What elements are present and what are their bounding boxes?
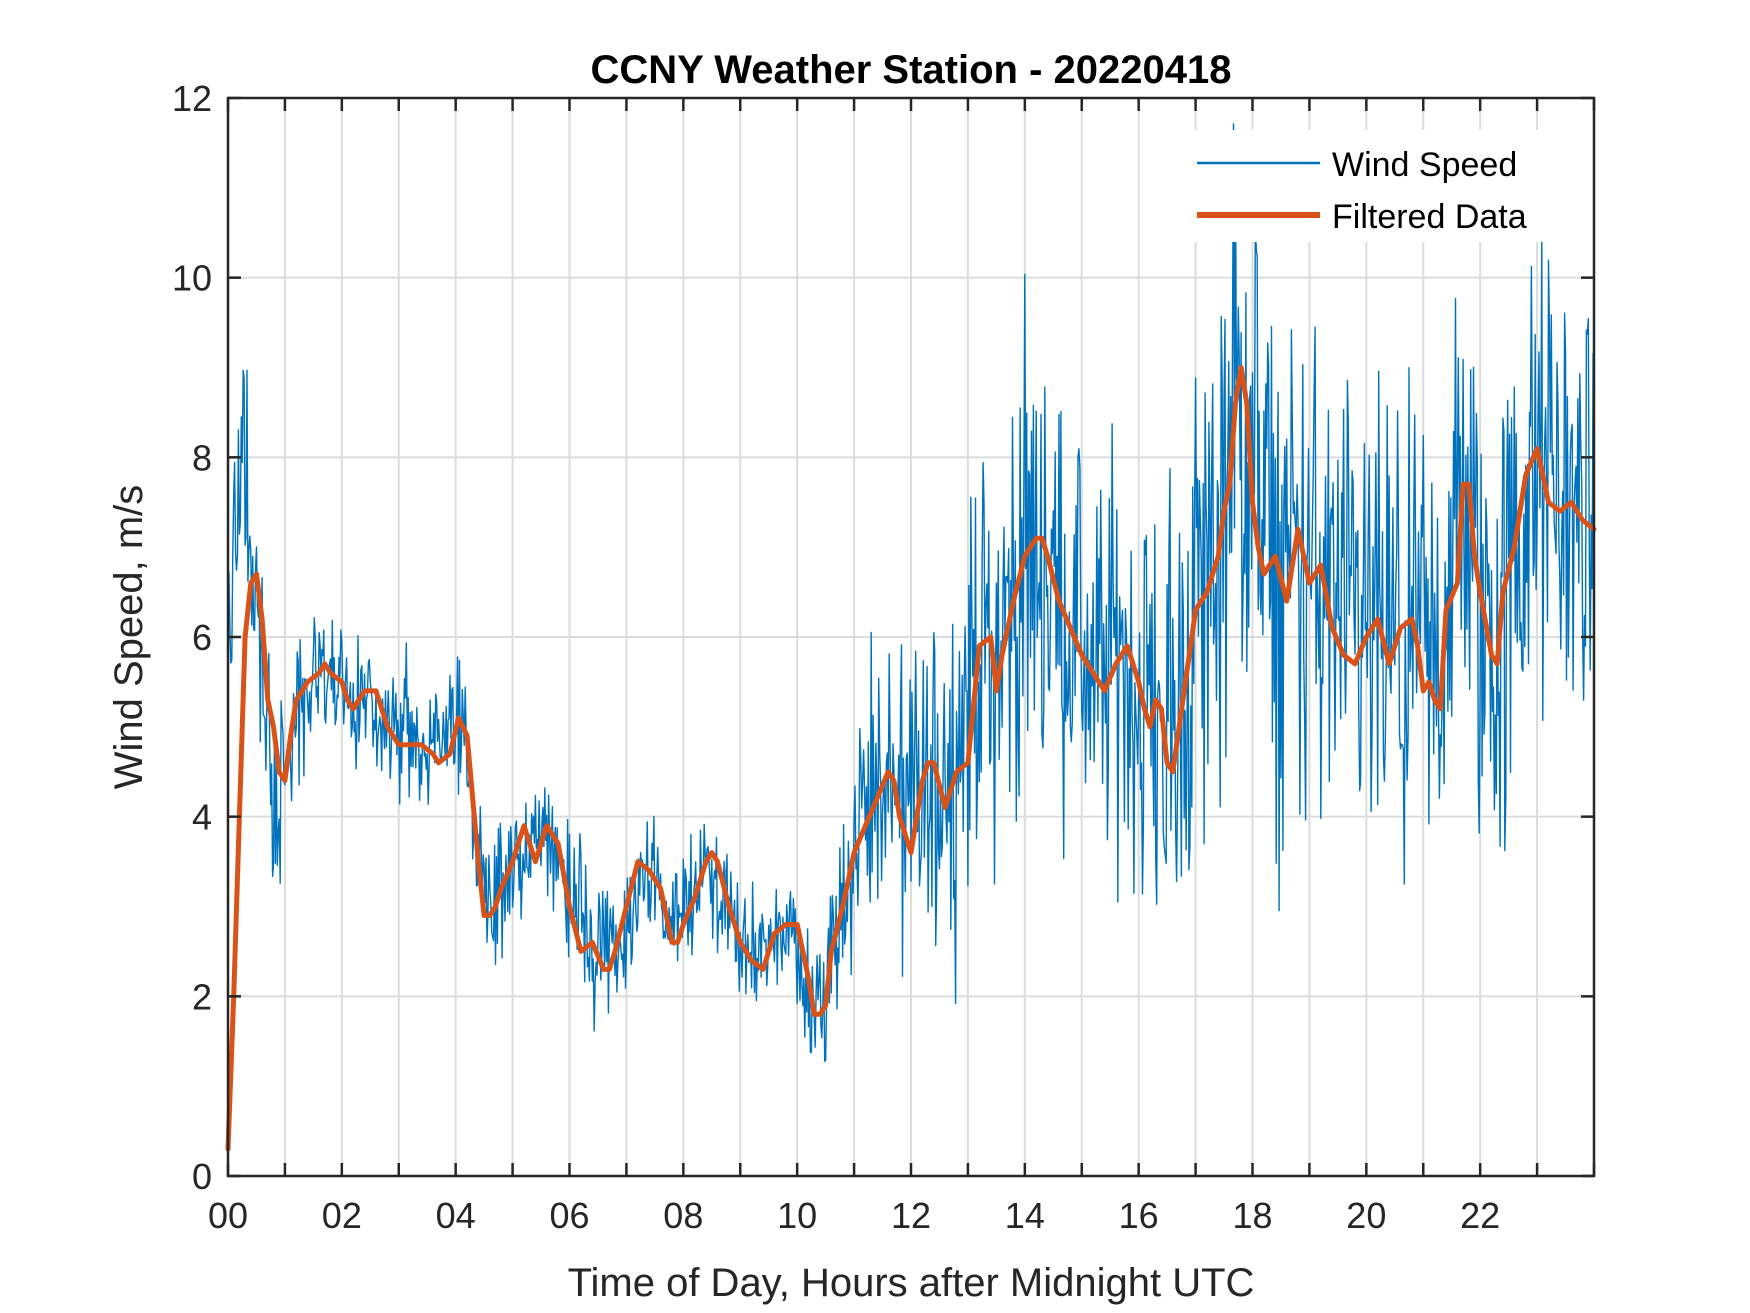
x-tick-label: 08 [663,1195,703,1236]
x-tick-labels: 00 02 04 06 08 10 12 14 16 18 20 22 [208,1195,1500,1236]
x-tick-label: 00 [208,1195,248,1236]
y-tick-label: 2 [192,976,212,1017]
legend-label-wind-speed: Wind Speed [1332,146,1517,184]
x-tick-label: 02 [322,1195,362,1236]
chart-title: CCNY Weather Station - 20220418 [591,48,1232,92]
legend-label-filtered-data: Filtered Data [1332,198,1527,236]
axis-ticks [226,96,1596,1178]
legend-box [1180,130,1550,242]
x-tick-label: 06 [549,1195,589,1236]
x-tick-label: 22 [1460,1195,1500,1236]
filtered-data-series [225,365,1597,1152]
y-tick-label: 8 [192,437,212,478]
x-tick-label: 14 [1005,1195,1045,1236]
y-tick-label: 0 [192,1156,212,1197]
filtered-data-line [225,365,1597,1152]
x-tick-label: 20 [1346,1195,1386,1236]
x-tick-label: 10 [777,1195,817,1236]
y-tick-label: 10 [172,258,212,299]
y-axis-label: Wind Speed, m/s [107,485,151,790]
x-tick-label: 04 [436,1195,476,1236]
y-tick-label: 6 [192,617,212,658]
x-axis-label: Time of Day, Hours after Midnight UTC [568,1261,1255,1305]
y-tick-label: 4 [192,797,212,838]
x-tick-label: 12 [891,1195,931,1236]
legend: Wind Speed Filtered Data [1180,130,1550,242]
x-tick-label: 18 [1232,1195,1272,1236]
y-tick-labels: 0 2 4 6 8 10 12 [172,78,212,1197]
y-tick-label: 12 [172,78,212,119]
x-tick-label: 16 [1119,1195,1159,1236]
